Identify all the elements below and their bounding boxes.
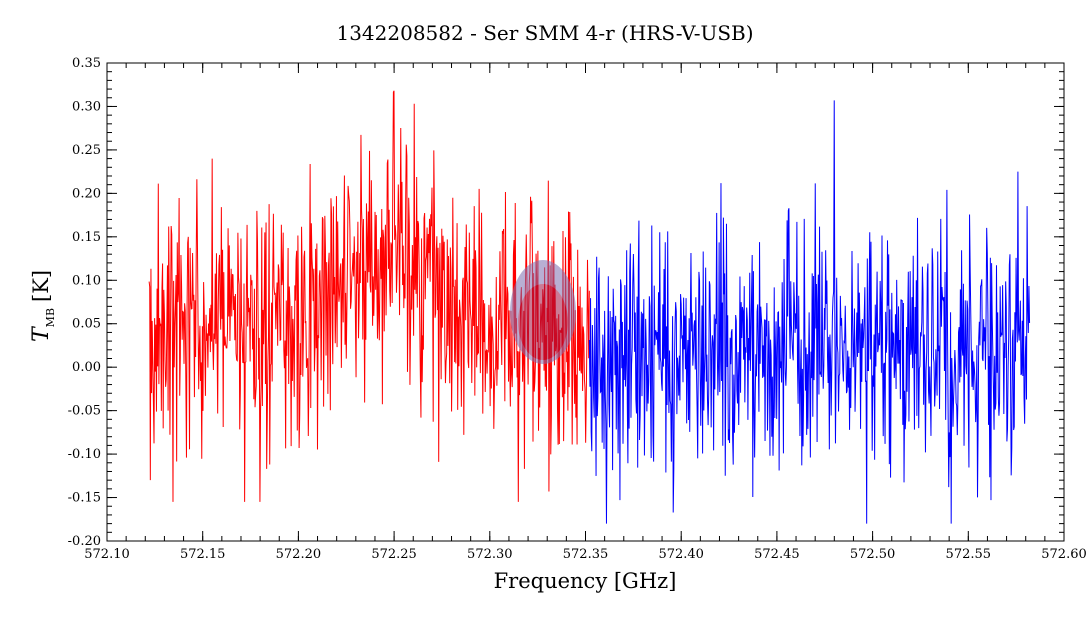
svg-text:TMB[K]: TMB [K] (29, 270, 57, 342)
x-tick-label: 572.35 (563, 547, 609, 562)
series-layer (148, 90, 1031, 524)
x-tick-label: 572.50 (850, 547, 896, 562)
y-tick-label: 0.05 (72, 317, 101, 332)
y-axis-label-subscript: MB (44, 308, 57, 327)
x-tick-label: 572.45 (754, 547, 800, 562)
y-tick-labels: -0.20 -0.15 -0.10 -0.05 0.00 0.05 0.10 0.15 0.20… (68, 56, 101, 549)
x-tick-label: 572.20 (276, 547, 322, 562)
x-tick-label: 572.60 (1041, 547, 1087, 562)
y-tick-label: 0.10 (72, 273, 101, 288)
x-tick-label: 572.40 (658, 547, 704, 562)
x-tick-label: 572.15 (180, 547, 226, 562)
y-tick-label: 0.20 (72, 186, 101, 201)
y-axis-label-unit: [K] (29, 270, 53, 302)
y-tick-label: 0.15 (72, 230, 101, 245)
y-tick-label: 0.25 (72, 143, 101, 158)
x-tick-label: 572.10 (84, 547, 130, 562)
y-tick-label: -0.15 (68, 491, 101, 506)
y-tick-label: 0.30 (72, 99, 101, 114)
axis-ticks (106, 62, 1065, 542)
y-tick-label: -0.05 (68, 404, 101, 419)
x-tick-label: 572.25 (371, 547, 417, 562)
x-tick-label: 572.55 (946, 547, 992, 562)
y-tick-label: 0.35 (72, 56, 101, 71)
y-tick-label: -0.10 (68, 447, 101, 462)
x-tick-labels: 572.10 572.15 572.20 572.25 572.30 572.35 572.… (84, 547, 1087, 562)
y-axis-label: TMB [K] (29, 270, 57, 342)
y-tick-label: -0.20 (68, 534, 101, 549)
watermark-logo (510, 260, 576, 364)
x-tick-label: 572.30 (467, 547, 513, 562)
series-2-line (588, 100, 1031, 524)
chart-title: 1342208582 - Ser SMM 4-r (HRS-V-USB) (336, 21, 753, 45)
x-axis-label: Frequency [GHz] (494, 569, 677, 593)
y-tick-label: 0.00 (72, 360, 101, 375)
y-axis-label-main: T (29, 325, 54, 342)
